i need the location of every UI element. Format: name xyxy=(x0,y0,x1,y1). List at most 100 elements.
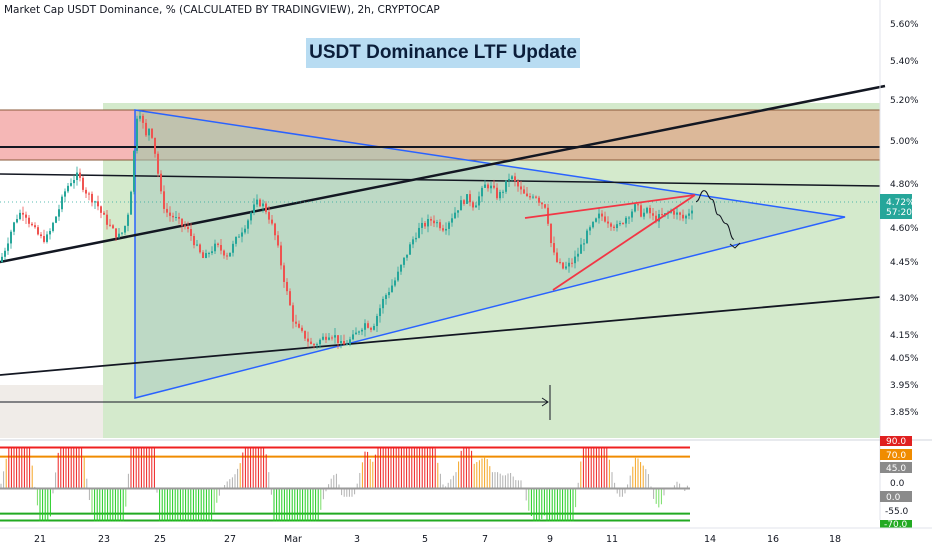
candle-body xyxy=(226,255,228,257)
candle-series xyxy=(1,111,693,349)
candle-body xyxy=(79,172,81,178)
candle-body xyxy=(346,344,348,346)
candle-body xyxy=(325,336,327,340)
candle-body xyxy=(247,220,249,229)
candle-body xyxy=(445,228,447,231)
price-tick-label: 5.20% xyxy=(890,96,919,106)
candle-body xyxy=(190,229,192,236)
candle-body xyxy=(193,235,195,246)
candle-body xyxy=(274,223,276,236)
candle-body xyxy=(448,222,450,229)
candle-body xyxy=(439,222,441,229)
time-tick-label: Mar xyxy=(284,534,302,545)
candle-body xyxy=(121,232,123,234)
candle-body xyxy=(112,225,114,229)
candle-body xyxy=(256,199,258,205)
candle-body xyxy=(265,203,267,213)
price-tick-label: 3.95% xyxy=(890,381,919,391)
candle-body xyxy=(625,217,627,224)
candle-body xyxy=(334,335,336,338)
candle-body xyxy=(328,337,330,340)
projection-path[interactable] xyxy=(695,190,735,240)
candle-body xyxy=(622,223,624,225)
candle-body xyxy=(106,214,108,225)
candle-body xyxy=(535,196,537,198)
candle-body xyxy=(253,204,255,213)
candle-body xyxy=(643,212,645,217)
candle-body xyxy=(607,221,609,224)
candle-body xyxy=(574,256,576,264)
candle-body xyxy=(88,193,90,195)
candle-body xyxy=(115,228,117,238)
osc-label-0a: 0.0 xyxy=(890,479,905,489)
candle-body xyxy=(490,185,492,189)
candle-body xyxy=(403,257,405,265)
candle-body xyxy=(28,217,30,224)
candle-body xyxy=(349,339,351,345)
candle-body xyxy=(205,253,207,259)
candle-body xyxy=(628,217,630,219)
wedge-lower-line[interactable] xyxy=(552,194,696,291)
candle-body xyxy=(673,210,675,215)
osc-badge-70 xyxy=(880,449,912,460)
candle-body xyxy=(361,329,363,332)
price-tick-label: 5.00% xyxy=(890,137,919,147)
flat-trendline[interactable] xyxy=(0,173,881,187)
wedge-upper-line[interactable] xyxy=(524,194,696,219)
candle-body xyxy=(64,191,66,197)
candle-body xyxy=(595,218,597,222)
candle-body xyxy=(529,196,531,198)
oscillator-pane[interactable] xyxy=(0,446,690,522)
candle-body xyxy=(139,115,141,119)
candle-body xyxy=(619,223,621,225)
bar-countdown: 57:20 xyxy=(886,208,912,218)
candle-body xyxy=(175,216,177,218)
candle-body xyxy=(178,216,180,219)
rising-trendline[interactable] xyxy=(0,84,886,264)
time-axis[interactable]: 21 23 25 27 Mar 3 5 7 9 11 14 16 18 xyxy=(34,534,841,545)
candle-body xyxy=(232,243,234,253)
candle-body xyxy=(355,332,357,335)
candle-body xyxy=(616,224,618,228)
candle-body xyxy=(646,207,648,213)
projection-arrowhead xyxy=(729,242,741,249)
candle-body xyxy=(634,204,636,212)
lower-support-trendline[interactable] xyxy=(0,296,881,376)
osc-label-70: 70.0 xyxy=(886,451,906,461)
candle-body xyxy=(142,115,144,123)
candle-body xyxy=(583,243,585,245)
candle-body xyxy=(592,221,594,228)
candle-body xyxy=(160,173,162,192)
time-tick-label: 27 xyxy=(224,534,236,545)
candle-body xyxy=(148,128,150,136)
candle-body xyxy=(244,228,246,233)
candle-body xyxy=(394,280,396,286)
price-axis[interactable]: 5.60% 5.40% 5.20% 5.00% 4.80% 4.60% 4.45% 4.30%… xyxy=(890,20,919,418)
time-tick-label: 11 xyxy=(606,534,618,545)
candle-body xyxy=(10,231,12,244)
price-tick-label: 4.30% xyxy=(890,294,919,304)
candle-body xyxy=(199,244,201,253)
candle-body xyxy=(406,254,408,258)
candle-body xyxy=(502,191,504,193)
candle-body xyxy=(367,323,369,328)
candle-body xyxy=(652,213,654,216)
candle-body xyxy=(103,212,105,215)
candle-body xyxy=(433,220,435,224)
candle-body xyxy=(451,218,453,223)
candle-body xyxy=(487,184,489,189)
candle-body xyxy=(610,223,612,227)
candle-body xyxy=(76,172,78,180)
candle-body xyxy=(109,224,111,226)
candle-body xyxy=(589,227,591,231)
time-tick-label: 5 xyxy=(422,534,428,545)
candle-body xyxy=(310,341,312,345)
time-tick-label: 25 xyxy=(154,534,166,545)
candle-body xyxy=(382,298,384,309)
candle-body xyxy=(526,193,528,197)
candle-body xyxy=(631,211,633,218)
osc-label-0b: 0.0 xyxy=(886,493,901,503)
candle-body xyxy=(370,327,372,330)
